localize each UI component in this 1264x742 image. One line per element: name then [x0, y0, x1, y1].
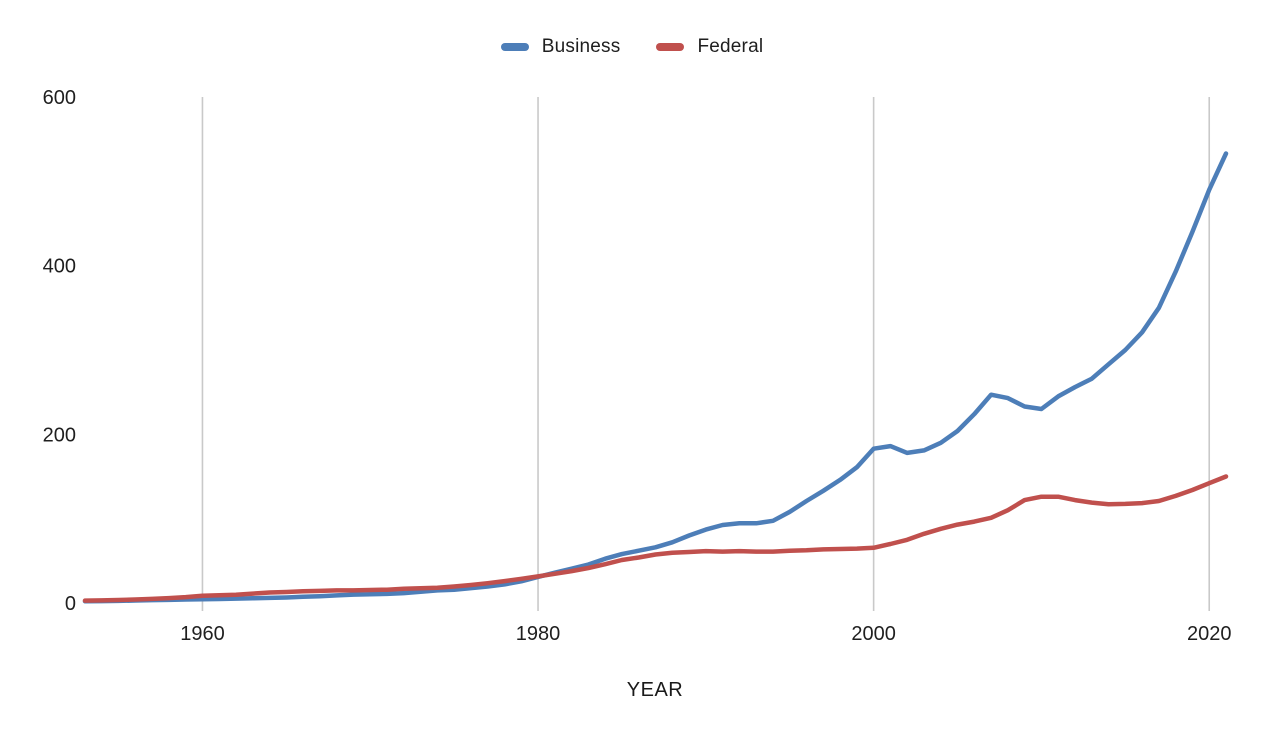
x-tick-label-2020: 2020	[1187, 623, 1232, 645]
y-tick-label-200: 200	[43, 424, 76, 446]
series-line-business	[82, 151, 1229, 604]
x-tick-label-1960: 1960	[180, 623, 225, 645]
y-tick-label-0: 0	[65, 593, 76, 615]
y-tick-label-600: 600	[43, 87, 76, 109]
x-axis-title: YEAR	[626, 679, 684, 701]
series-line-federal	[82, 474, 1229, 603]
x-tick-label-1980: 1980	[516, 623, 561, 645]
x-tick-label-2000: 2000	[851, 623, 896, 645]
y-tick-label-400: 400	[43, 256, 76, 278]
